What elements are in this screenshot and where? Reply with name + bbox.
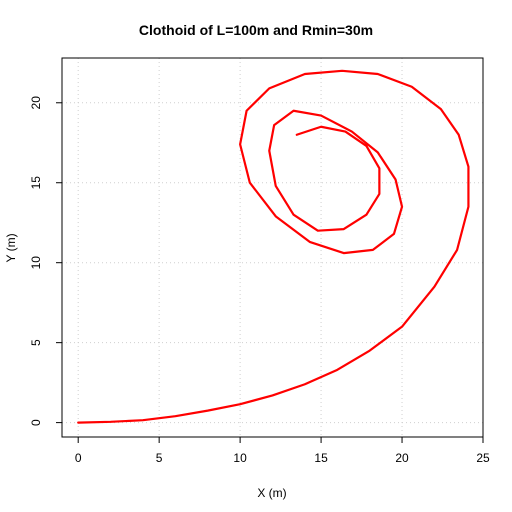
y-axis-label: Y (m)	[4, 233, 18, 262]
x-axis-label: X (m)	[257, 486, 286, 500]
y-tick-label: 20	[29, 96, 43, 110]
y-tick-label: 15	[29, 176, 43, 190]
y-tick-label: 0	[29, 419, 43, 426]
x-axis: 0 5 10 15 20 25	[75, 437, 490, 465]
y-tick-label: 5	[29, 339, 43, 346]
series-line-0	[77, 69, 470, 424]
chart-title: Clothoid of L=100m and Rmin=30m	[139, 22, 373, 38]
series-layer	[77, 69, 470, 424]
x-tick-label: 25	[476, 451, 490, 465]
x-tick-label: 5	[156, 451, 163, 465]
x-tick-label: 10	[233, 451, 247, 465]
x-tick-label: 15	[314, 451, 328, 465]
grid	[62, 58, 484, 437]
x-tick-label: 0	[75, 451, 82, 465]
y-tick-label: 10	[29, 256, 43, 270]
x-tick-label: 20	[395, 451, 409, 465]
y-axis: 0 5 10 15 20	[29, 96, 62, 426]
plot-frame	[61, 57, 484, 438]
